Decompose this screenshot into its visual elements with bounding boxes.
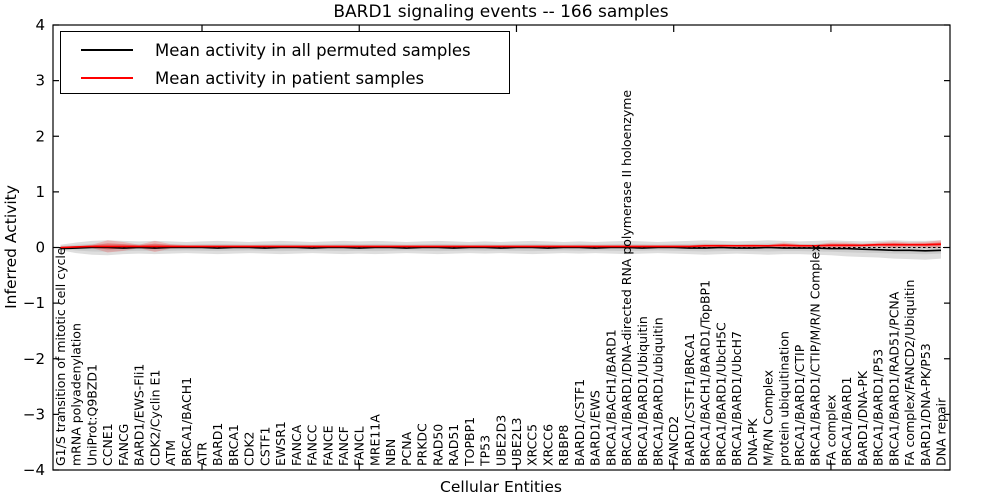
chart-title: BARD1 signaling events -- 166 samples: [333, 2, 669, 22]
svg-text:CCNE1: CCNE1: [100, 423, 115, 466]
x-ticks: [201, 25, 832, 470]
svg-text:XRCC5: XRCC5: [525, 424, 540, 466]
svg-text:RAD50: RAD50: [430, 424, 445, 466]
svg-text:BARD1/CSTF1: BARD1/CSTF1: [572, 379, 587, 466]
svg-text:RBBP8: RBBP8: [556, 425, 571, 466]
svg-text:PCNA: PCNA: [399, 431, 414, 466]
svg-text:BARD1/CSTF1/BRCA1: BARD1/CSTF1/BRCA1: [682, 333, 697, 466]
svg-text:2: 2: [35, 127, 45, 145]
svg-text:protein ubiquitination: protein ubiquitination: [776, 331, 791, 466]
legend-swatch-permuted-line: [81, 49, 133, 51]
legend-swatch-patient-line: [81, 77, 133, 79]
svg-text:4: 4: [35, 16, 45, 34]
svg-text:FA complex/FANCD2/Ubiquitin: FA complex/FANCD2/Ubiquitin: [902, 280, 917, 466]
svg-text:TOPBP1: TOPBP1: [462, 417, 477, 467]
svg-text:FANCD2: FANCD2: [666, 416, 681, 466]
svg-text:BRCA1/BARD1/Ubiquitin: BRCA1/BARD1/Ubiquitin: [635, 316, 650, 466]
svg-text:BRCA1/BARD1/P53: BRCA1/BARD1/P53: [871, 349, 886, 466]
svg-text:−2: −2: [23, 350, 45, 368]
svg-text:FANCL: FANCL: [352, 426, 367, 466]
svg-text:RAD51: RAD51: [446, 424, 461, 466]
svg-text:EWSR1: EWSR1: [273, 421, 288, 466]
y-tick-labels: 4 3 2 1 0 −1 −2 −3 −4: [23, 16, 45, 479]
svg-text:FANCC: FANCC: [305, 424, 320, 466]
svg-text:−1: −1: [23, 294, 45, 312]
permuted-mean-line: [60, 246, 942, 252]
svg-text:0: 0: [35, 239, 45, 257]
svg-text:BARD1/DNA-PK/P53: BARD1/DNA-PK/P53: [918, 343, 933, 466]
svg-text:MRE11A: MRE11A: [367, 414, 382, 466]
svg-text:M/R/N Complex: M/R/N Complex: [761, 370, 776, 466]
svg-text:DNA repair: DNA repair: [934, 397, 949, 466]
svg-text:BRCA1/BACH1/BARD1: BRCA1/BACH1/BARD1: [603, 329, 618, 466]
legend-label-patient: Mean activity in patient samples: [155, 68, 425, 88]
svg-text:BARD1/EWS: BARD1/EWS: [588, 390, 603, 466]
svg-text:ATM: ATM: [163, 440, 178, 466]
svg-text:BARD1/EWS-Fli1: BARD1/EWS-Fli1: [132, 364, 147, 466]
y-ticks: [53, 24, 950, 471]
svg-text:−4: −4: [23, 461, 45, 479]
svg-text:BARD1/DNA-PK: BARD1/DNA-PK: [855, 370, 870, 466]
legend: Mean activity in all permuted samples Me…: [60, 31, 510, 94]
svg-text:mRNA polyadenylation: mRNA polyadenylation: [69, 323, 84, 466]
svg-text:UniProt:Q9BZD1: UniProt:Q9BZD1: [84, 364, 99, 466]
x-category-labels: G1/S transition of mitotic cell cycle mRN…: [53, 90, 949, 467]
svg-text:UBE2D3: UBE2D3: [493, 415, 508, 466]
svg-text:BRCA1/BARD1/DNA-directed RNA p: BRCA1/BARD1/DNA-directed RNA polymerase …: [619, 90, 634, 466]
svg-text:BRCA1/BARD1/UbcH5C: BRCA1/BARD1/UbcH5C: [713, 322, 728, 466]
svg-text:G1/S transition of mitotic cel: G1/S transition of mitotic cell cycle: [53, 247, 68, 466]
svg-text:BRCA1/BACH1/BARD1/TopBP1: BRCA1/BACH1/BARD1/TopBP1: [698, 280, 713, 466]
svg-text:FANCG: FANCG: [116, 424, 131, 466]
svg-text:−3: −3: [23, 405, 45, 423]
svg-text:DNA-PK: DNA-PK: [745, 418, 760, 466]
svg-text:UBE2L3: UBE2L3: [509, 418, 524, 467]
svg-text:PRKDC: PRKDC: [415, 423, 430, 466]
svg-text:TP53: TP53: [478, 435, 493, 467]
svg-text:BARD1: BARD1: [210, 423, 225, 466]
svg-text:FANCA: FANCA: [289, 424, 304, 466]
svg-text:XRCC6: XRCC6: [540, 424, 555, 466]
svg-text:BRCA1/BACH1: BRCA1/BACH1: [179, 377, 194, 466]
x-axis-label: Cellular Entities: [440, 478, 562, 496]
svg-text:BRCA1: BRCA1: [226, 424, 241, 466]
svg-text:FANCE: FANCE: [320, 425, 335, 466]
svg-text:CDK2: CDK2: [242, 431, 257, 466]
svg-text:CSTF1: CSTF1: [257, 427, 272, 466]
legend-label-permuted: Mean activity in all permuted samples: [155, 40, 471, 60]
svg-text:3: 3: [35, 72, 45, 90]
y-axis-label: Inferred Activity: [2, 185, 20, 309]
svg-text:BRCA1/BARD1/ubiquitin: BRCA1/BARD1/ubiquitin: [650, 317, 665, 466]
patient-mean-line: [60, 243, 942, 249]
legend-item-patient: Mean activity in patient samples: [61, 64, 509, 92]
svg-text:BRCA1/BARD1: BRCA1/BARD1: [839, 377, 854, 466]
svg-text:CDK2/Cyclin E1: CDK2/Cyclin E1: [147, 370, 162, 466]
svg-text:BRCA1/BARD1/RAD51/PCNA: BRCA1/BARD1/RAD51/PCNA: [886, 291, 901, 466]
svg-text:1: 1: [35, 183, 45, 201]
svg-text:BRCA1/BARD1/UbcH7: BRCA1/BARD1/UbcH7: [729, 331, 744, 466]
svg-text:NBN: NBN: [383, 439, 398, 466]
svg-text:ATR: ATR: [195, 442, 210, 466]
svg-text:FANCF: FANCF: [336, 426, 351, 466]
legend-item-permuted: Mean activity in all permuted samples: [61, 36, 509, 64]
svg-text:BRCA1/BARD1/CTIP: BRCA1/BARD1/CTIP: [792, 344, 807, 466]
svg-text:BRCA1/BARD1/CTIP/M/R/N Complex: BRCA1/BARD1/CTIP/M/R/N Complex: [808, 244, 823, 466]
svg-text:FA complex: FA complex: [823, 394, 838, 466]
